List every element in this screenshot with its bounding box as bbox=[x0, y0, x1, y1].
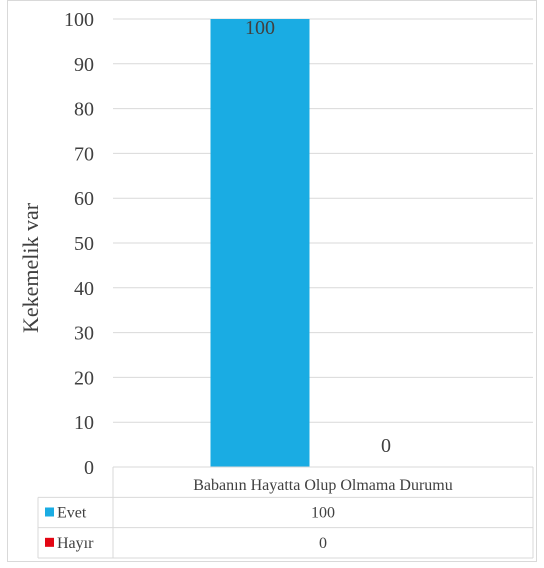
y-tick-label: 40 bbox=[74, 278, 94, 300]
y-tick-label: 80 bbox=[74, 99, 94, 121]
data-label: 0 bbox=[381, 435, 391, 457]
gridlines bbox=[113, 18, 533, 423]
y-tick-label: 100 bbox=[64, 9, 94, 31]
y-tick-label: 90 bbox=[74, 54, 94, 76]
legend-swatch-hayır bbox=[45, 537, 54, 547]
y-tick-label: 10 bbox=[74, 412, 94, 434]
category-label: Babanın Hayatta Olup Olmama Durumu bbox=[193, 477, 453, 494]
y-tick-label: 30 bbox=[74, 323, 94, 345]
y-tick-label: 20 bbox=[74, 367, 94, 389]
y-axis-label: Kekemelik var bbox=[18, 202, 43, 333]
y-tick-label: 50 bbox=[74, 233, 94, 255]
y-tick-label: 0 bbox=[84, 457, 94, 479]
table-value: 0 bbox=[319, 535, 327, 552]
legend-label: Hayır bbox=[57, 535, 94, 552]
data-label: 100 bbox=[245, 17, 275, 39]
chart-border bbox=[7, 0, 537, 562]
legend-swatch-evet bbox=[45, 507, 54, 517]
table-value: 100 bbox=[311, 504, 335, 521]
y-tick-label: 60 bbox=[74, 188, 94, 210]
bars bbox=[210, 19, 310, 467]
data-table: Babanın Hayatta Olup Olmama Durumu Evet 10… bbox=[37, 466, 534, 559]
y-tick-label: 70 bbox=[74, 143, 94, 165]
legend-label: Evet bbox=[57, 504, 87, 521]
data-labels: 100 0 bbox=[245, 17, 391, 457]
bar-evet bbox=[210, 19, 310, 467]
y-axis-ticks: 0 10 20 30 40 50 60 70 80 90 100 bbox=[64, 9, 94, 479]
